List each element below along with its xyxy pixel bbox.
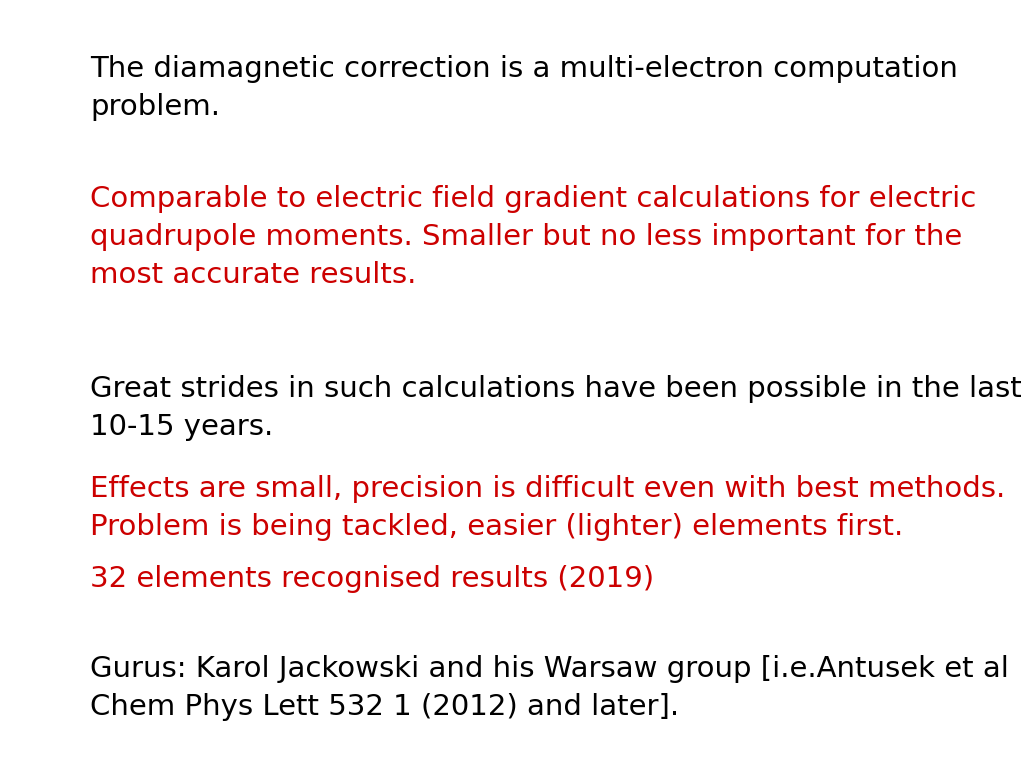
Text: quadrupole moments. Smaller but no less important for the: quadrupole moments. Smaller but no less … <box>90 223 963 251</box>
Text: The diamagnetic correction is a multi-electron computation: The diamagnetic correction is a multi-el… <box>90 55 957 83</box>
Text: most accurate results.: most accurate results. <box>90 261 417 289</box>
Text: Effects are small, precision is difficult even with best methods.: Effects are small, precision is difficul… <box>90 475 1006 503</box>
Text: Problem is being tackled, easier (lighter) elements first.: Problem is being tackled, easier (lighte… <box>90 513 903 541</box>
Text: problem.: problem. <box>90 93 220 121</box>
Text: Chem Phys Lett 532 1 (2012) and later].: Chem Phys Lett 532 1 (2012) and later]. <box>90 693 679 721</box>
Text: 10-15 years.: 10-15 years. <box>90 413 273 441</box>
Text: Great strides in such calculations have been possible in the last: Great strides in such calculations have … <box>90 375 1022 403</box>
Text: Gurus: Karol Jackowski and his Warsaw group [i.e.Antusek et al: Gurus: Karol Jackowski and his Warsaw gr… <box>90 655 1009 683</box>
Text: 32 elements recognised results (2019): 32 elements recognised results (2019) <box>90 565 654 593</box>
Text: Comparable to electric field gradient calculations for electric: Comparable to electric field gradient ca… <box>90 185 976 213</box>
